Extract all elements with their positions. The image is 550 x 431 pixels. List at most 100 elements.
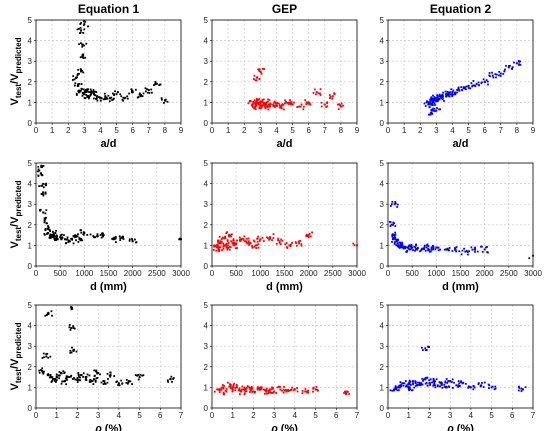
data-point	[255, 99, 258, 102]
y-axis-label: Vtest/Vpredicted	[9, 180, 23, 248]
data-point	[87, 97, 90, 100]
data-point	[430, 248, 433, 251]
data-point	[434, 104, 436, 106]
data-point	[258, 106, 261, 109]
plot-frame	[387, 304, 534, 409]
data-point	[72, 235, 75, 237]
data-point	[232, 238, 235, 241]
data-point	[226, 248, 229, 251]
data-point	[345, 390, 348, 393]
data-point	[319, 92, 321, 95]
data-point	[270, 388, 273, 391]
y-tick-label: 0	[380, 262, 385, 271]
data-point	[289, 99, 291, 101]
data-point	[483, 381, 486, 384]
chart-panel-1: 0 1 2 3 4 5 6 7 8 9 0 1 2 3 4 5 Equation 1 a/d	[28, 2, 184, 150]
data-point	[356, 244, 358, 247]
data-point	[40, 184, 43, 187]
data-point	[489, 75, 491, 78]
data-point	[487, 387, 490, 390]
data-point	[394, 201, 397, 203]
data-point	[114, 241, 117, 244]
data-point	[138, 93, 141, 96]
data-point	[428, 103, 431, 106]
y-tick-label: 0	[28, 404, 33, 413]
data-point	[220, 388, 223, 391]
data-point	[394, 225, 397, 227]
data-point	[302, 108, 305, 111]
data-point	[92, 97, 95, 100]
data-point	[222, 242, 225, 245]
data-point	[408, 383, 411, 386]
data-point	[463, 247, 466, 250]
data-point	[495, 73, 498, 76]
data-point	[62, 370, 65, 373]
data-point	[231, 388, 234, 391]
data-point	[286, 246, 288, 248]
data-point	[336, 103, 339, 106]
y-tick-label: 5	[380, 159, 385, 168]
x-tick-label: 4	[469, 411, 474, 420]
data-point	[482, 386, 485, 388]
data-point	[116, 380, 119, 383]
data-point	[493, 388, 496, 391]
data-point	[160, 98, 163, 101]
data-point	[286, 247, 289, 249]
data-point	[430, 102, 432, 105]
data-point	[257, 99, 259, 101]
data-point	[80, 29, 83, 32]
data-point	[262, 98, 265, 101]
data-point	[396, 389, 399, 392]
data-point	[430, 99, 433, 102]
data-point	[253, 74, 256, 77]
x-tick-label: 3000	[172, 269, 190, 278]
data-point	[130, 88, 133, 91]
data-point	[42, 191, 44, 194]
x-tick-label: 0	[386, 411, 391, 420]
data-point	[414, 385, 417, 387]
x-tick-label: 9	[179, 126, 184, 135]
data-point	[150, 91, 153, 94]
data-point	[75, 350, 78, 353]
plot-frame	[211, 304, 358, 409]
data-point	[53, 239, 56, 241]
data-point	[259, 386, 262, 389]
data-point	[399, 381, 402, 384]
data-point	[238, 388, 241, 391]
data-point	[431, 104, 434, 106]
data-point	[219, 241, 222, 244]
data-point	[39, 209, 42, 212]
data-point	[304, 390, 307, 393]
data-point	[398, 384, 401, 387]
data-point	[417, 247, 419, 250]
data-point	[279, 105, 282, 108]
data-point	[246, 385, 249, 387]
data-point	[485, 246, 487, 249]
data-point	[508, 64, 511, 67]
x-tick-label: 2	[427, 411, 432, 420]
data-point	[311, 231, 313, 234]
data-point	[264, 390, 267, 393]
x-tick-label: 500	[53, 269, 67, 278]
data-point	[77, 91, 80, 94]
data-point	[425, 246, 428, 249]
data-point	[139, 95, 142, 98]
data-point	[89, 380, 92, 383]
data-point	[263, 102, 266, 105]
data-point	[435, 100, 438, 103]
data-point	[93, 369, 96, 372]
data-point	[119, 239, 122, 241]
data-point	[43, 233, 46, 236]
data-point	[312, 386, 315, 389]
data-point	[465, 85, 468, 88]
data-point	[447, 380, 450, 382]
data-point	[49, 355, 52, 358]
x-axis-label: a/d	[101, 138, 117, 150]
data-point	[93, 374, 96, 377]
data-point	[60, 372, 63, 375]
data-point	[125, 381, 128, 384]
data-point	[263, 104, 266, 106]
data-point	[243, 393, 246, 396]
data-point	[47, 228, 49, 231]
data-point	[301, 390, 304, 392]
